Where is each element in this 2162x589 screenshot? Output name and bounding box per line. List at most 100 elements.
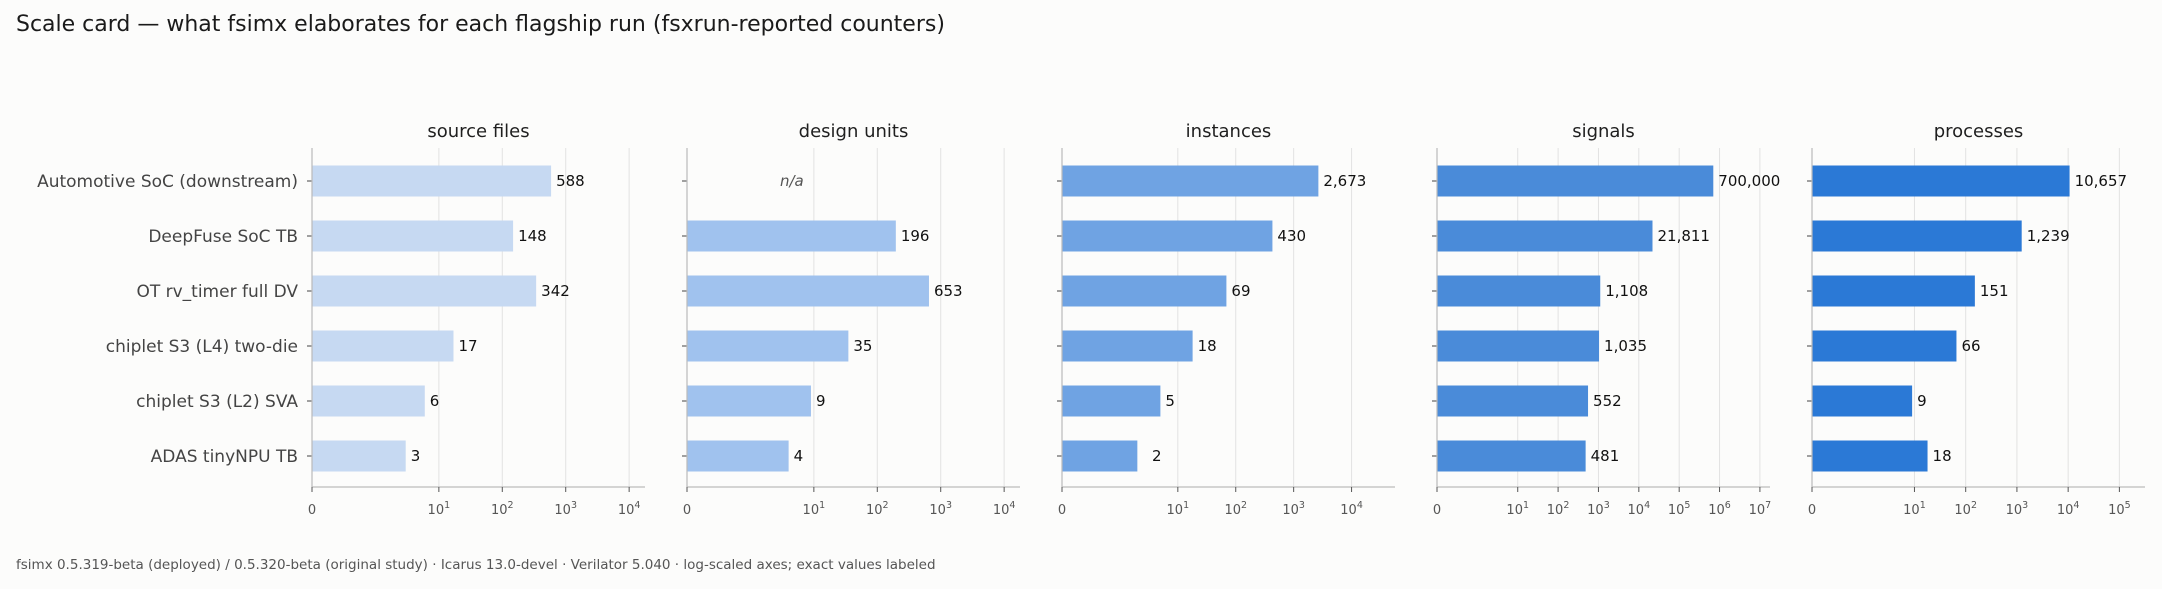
x-tick-label: 105 — [2108, 500, 2131, 518]
x-tick-label: 101 — [1903, 500, 1926, 518]
x-tick-label: 106 — [1708, 500, 1731, 518]
bar — [1437, 220, 1653, 252]
bar — [1812, 330, 1957, 362]
value-label: 21,811 — [1657, 227, 1710, 245]
x-tick-label: 101 — [1506, 500, 1529, 518]
bar — [687, 385, 811, 417]
bar — [1437, 440, 1586, 472]
x-tick-label: 104 — [618, 500, 641, 518]
bar — [1437, 385, 1589, 417]
value-label: 9 — [1917, 392, 1927, 410]
value-label: 196 — [901, 227, 930, 245]
bar — [1062, 385, 1161, 417]
bar — [687, 220, 896, 252]
x-tick-label: 103 — [929, 500, 952, 518]
value-label: 1,239 — [2027, 227, 2070, 245]
value-label: 18 — [1933, 447, 1952, 465]
value-label: 2,673 — [1323, 172, 1366, 190]
bar — [687, 330, 849, 362]
bar — [1812, 440, 1928, 472]
bar — [1812, 165, 2070, 197]
bar — [312, 220, 514, 252]
value-label: 10,657 — [2075, 172, 2128, 190]
x-tick-label: 101 — [1167, 500, 1190, 518]
category-label: chiplet S3 (L4) two-die — [106, 337, 298, 357]
bar — [1437, 165, 1714, 197]
x-tick-label: 103 — [2006, 500, 2029, 518]
value-label: 151 — [1980, 282, 2009, 300]
bar — [1812, 275, 1975, 307]
value-label: 342 — [541, 282, 570, 300]
bar — [1812, 220, 2022, 252]
bar — [1062, 275, 1227, 307]
bar — [312, 330, 454, 362]
x-tick-label: 0 — [1433, 503, 1441, 518]
x-tick-label: 0 — [683, 503, 691, 518]
x-tick-label: 104 — [2057, 500, 2080, 518]
panel-design-units: design units n/a 196 653 35 9 4 0 101 102 103 104 — [682, 121, 1020, 518]
panel-title: source files — [427, 121, 529, 142]
x-tick-label: 104 — [1340, 500, 1363, 518]
panel-title: design units — [799, 121, 909, 142]
value-label: 430 — [1277, 227, 1306, 245]
x-tick-label: 103 — [554, 500, 577, 518]
category-label: ADAS tinyNPU TB — [151, 447, 298, 467]
value-label-na: n/a — [780, 172, 804, 190]
x-tick-label: 102 — [866, 500, 889, 518]
x-tick-label: 103 — [1282, 500, 1305, 518]
bar — [1062, 330, 1193, 362]
panel-signals: signals 700,000 21,811 1,108 1,035 552 481 0 101… — [1432, 121, 1780, 518]
category-label: chiplet S3 (L2) SVA — [136, 392, 298, 412]
value-label: 653 — [934, 282, 963, 300]
x-tick-label: 0 — [308, 503, 316, 518]
panel-processes: processes 10,657 1,239 151 66 9 18 0 101 102 103 10… — [1807, 121, 2145, 518]
x-tick-label: 0 — [1058, 503, 1066, 518]
value-label: 588 — [556, 172, 585, 190]
x-tick-label: 104 — [1628, 500, 1651, 518]
panel-title: processes — [1934, 121, 2024, 142]
value-label: 18 — [1198, 337, 1217, 355]
x-tick-label: 102 — [1224, 500, 1247, 518]
x-tick-label: 102 — [1547, 500, 1570, 518]
x-tick-label: 104 — [993, 500, 1016, 518]
bar — [1062, 440, 1138, 472]
value-label: 552 — [1593, 392, 1622, 410]
chart-title: Scale card — what fsimx elaborates for e… — [16, 12, 945, 37]
value-label: 481 — [1591, 447, 1620, 465]
value-label: 700,000 — [1718, 172, 1780, 190]
bar — [1062, 220, 1273, 252]
bar — [312, 440, 406, 472]
value-label: 4 — [794, 447, 804, 465]
x-tick-label: 0 — [1808, 503, 1816, 518]
bar — [1062, 165, 1319, 197]
category-label: DeepFuse SoC TB — [148, 227, 298, 247]
bar — [687, 440, 789, 472]
value-label: 69 — [1231, 282, 1250, 300]
value-label: 3 — [411, 447, 421, 465]
value-label: 35 — [853, 337, 872, 355]
panel-title: signals — [1572, 121, 1635, 142]
x-tick-label: 105 — [1668, 500, 1691, 518]
value-label: 2 — [1152, 447, 1162, 465]
value-label: 66 — [1961, 337, 1980, 355]
category-label: Automotive SoC (downstream) — [37, 172, 298, 192]
bar — [312, 165, 552, 197]
value-label: 1,035 — [1604, 337, 1647, 355]
bar — [312, 385, 425, 417]
bar — [1812, 385, 1913, 417]
x-tick-label: 103 — [1587, 500, 1610, 518]
bar — [312, 275, 537, 307]
category-label: OT rv_timer full DV — [136, 282, 298, 302]
x-tick-label: 107 — [1749, 500, 1772, 518]
value-label: 5 — [1165, 392, 1175, 410]
bar — [1437, 330, 1600, 362]
bar — [1437, 275, 1601, 307]
panel-title: instances — [1186, 121, 1272, 142]
panel-source-files: source files 588 148 342 17 6 3 0 101 102 103 104 — [307, 121, 645, 518]
value-label: 17 — [458, 337, 477, 355]
value-label: 148 — [518, 227, 547, 245]
x-tick-label: 102 — [1954, 500, 1977, 518]
chart-footnote: fsimx 0.5.319-beta (deployed) / 0.5.320-… — [16, 557, 936, 573]
